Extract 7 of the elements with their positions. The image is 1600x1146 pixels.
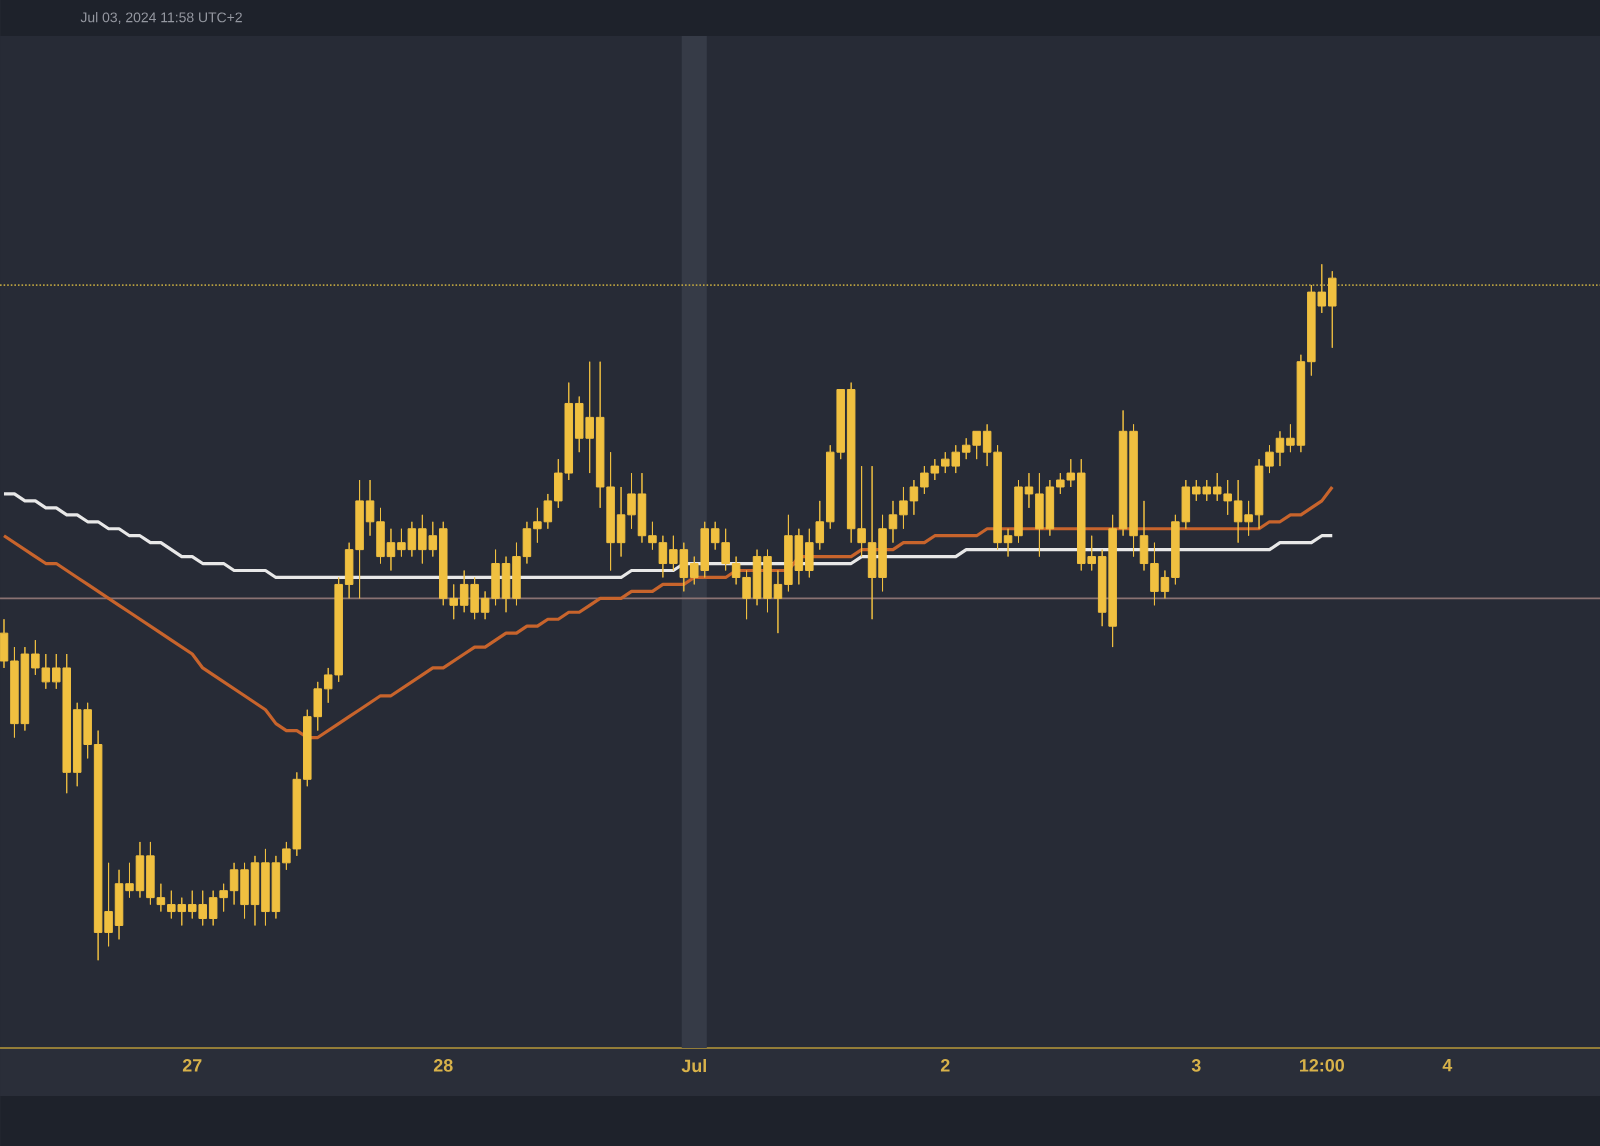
x-tick-label: 12:00: [1300, 1059, 1345, 1072]
x-tick-label: 27: [182, 1059, 202, 1072]
x-tick-label: 3: [1191, 1059, 1201, 1072]
x-tick-label: 2: [940, 1059, 950, 1072]
x-tick-label: Jul: [681, 1059, 706, 1073]
x-tick-label: 4: [1442, 1059, 1453, 1072]
x-tick-label: 28: [433, 1059, 453, 1072]
